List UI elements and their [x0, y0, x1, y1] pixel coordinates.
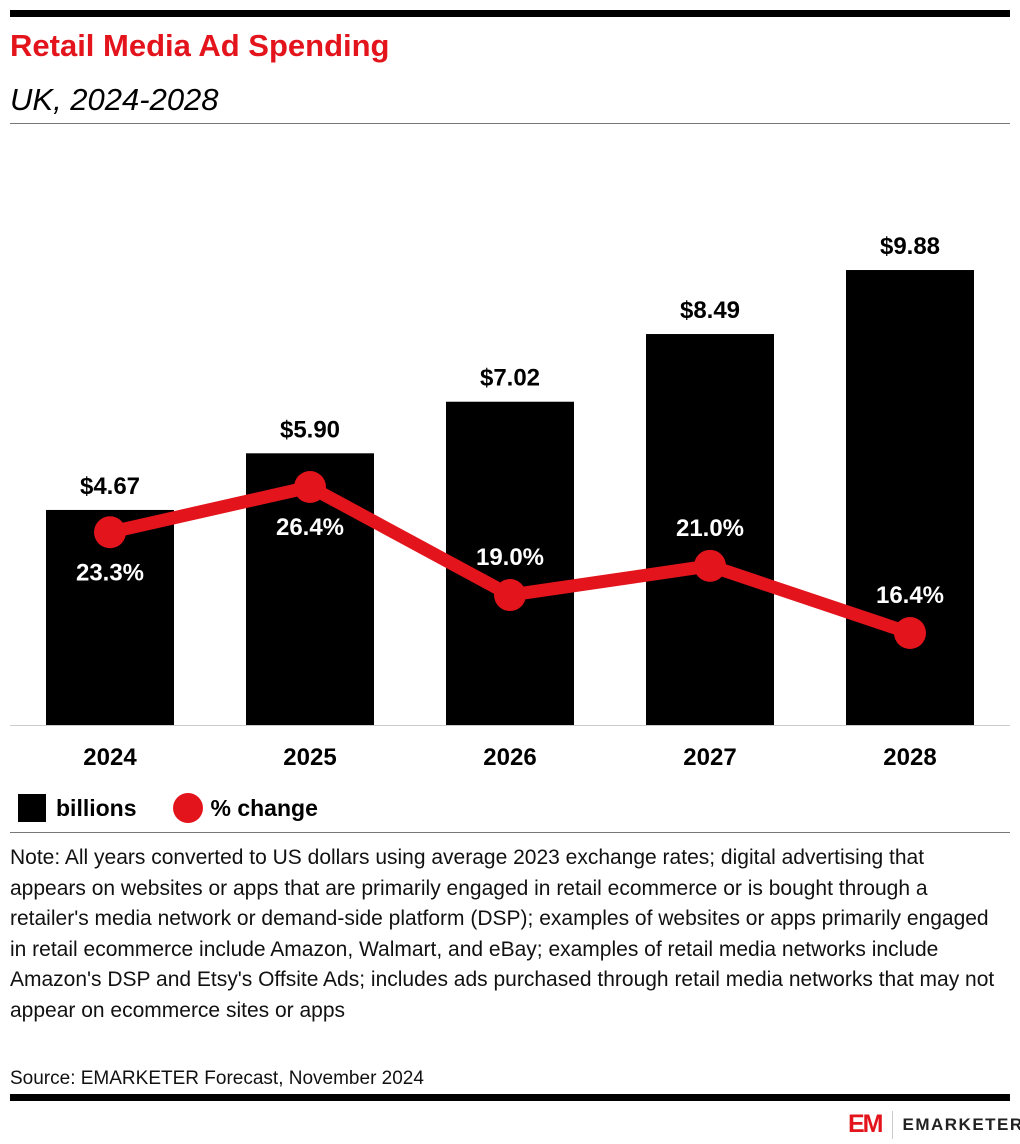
change-value-label: 21.0%: [676, 515, 744, 542]
bar-value-label: $9.88: [880, 233, 940, 260]
change-point-2026: [494, 579, 526, 612]
change-value-label: 23.3%: [76, 559, 144, 586]
bar-value-label: $8.49: [680, 297, 740, 324]
x-tick-label: 2027: [683, 744, 736, 771]
change-point-2024: [94, 516, 126, 549]
bar-value-label: $5.90: [280, 416, 340, 443]
chart-plot: $4.67 2024 $5.90 2025 $7.02 2026 $8.49 2027 $9.8…: [10, 233, 1010, 771]
bar-2028: [846, 270, 974, 725]
change-value-label: 19.0%: [476, 544, 544, 571]
source: Source: EMARKETER Forecast, November 202…: [10, 1068, 424, 1089]
legend-line-swatch: [172, 793, 203, 823]
change-point-2027: [694, 549, 726, 582]
note: Note: All years converted to US dollars …: [10, 846, 995, 1022]
x-tick-label: 2026: [483, 744, 536, 771]
legend-line-label: % change: [210, 794, 318, 821]
legend-bar-swatch: [18, 794, 46, 822]
change-value-label: 16.4%: [876, 582, 944, 609]
x-tick-label: 2028: [883, 744, 936, 771]
change-value-label: 26.4%: [276, 514, 344, 541]
chart-title: Retail Media Ad Spending: [10, 28, 390, 63]
bottom-bar: [10, 1094, 1010, 1101]
divider: [10, 832, 1010, 833]
bar-value-label: $4.67: [80, 473, 140, 500]
x-tick-label: 2024: [83, 744, 137, 771]
chart-subtitle: UK, 2024-2028: [10, 82, 219, 117]
divider: [10, 123, 1010, 124]
change-point-2025: [294, 471, 326, 503]
legend: billions % change: [18, 793, 318, 823]
bar-2026: [446, 401, 574, 725]
top-bar: [10, 10, 1010, 17]
bar-value-label: $7.02: [480, 365, 540, 392]
change-point-2028: [894, 617, 926, 649]
logo-mark: EM: [848, 1110, 883, 1138]
logo-brand: EMARKETER: [902, 1114, 1020, 1134]
x-tick-label: 2025: [283, 744, 336, 771]
legend-bars-label: billions: [56, 794, 137, 821]
bar-2027: [646, 334, 774, 725]
logo-separator: [891, 1110, 893, 1139]
emarketer-logo: EM EMARKETER: [848, 1110, 1020, 1139]
